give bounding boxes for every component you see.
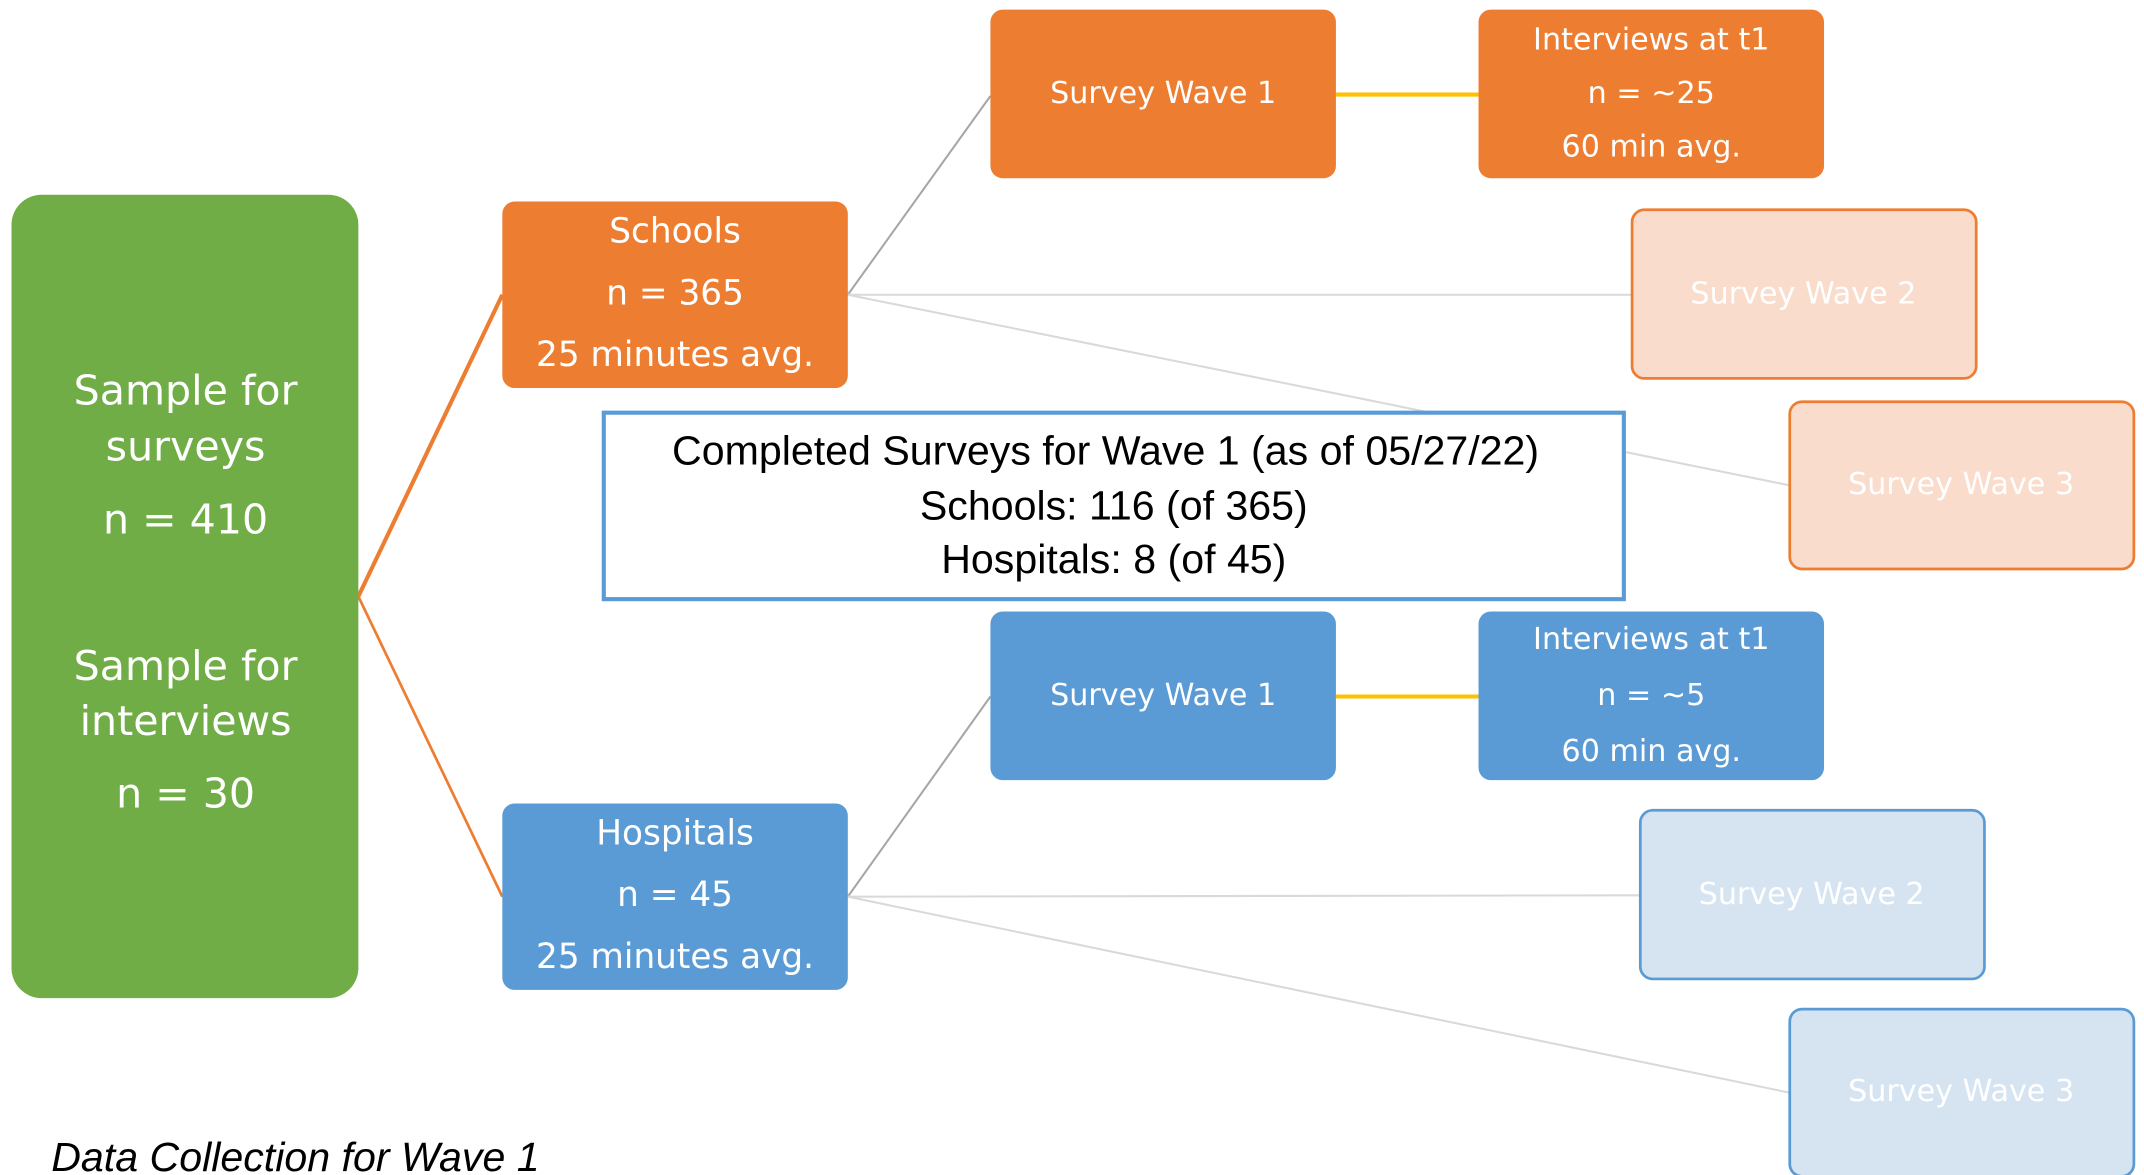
- node-label: n = 30: [116, 770, 255, 818]
- node-label: n = 365: [606, 273, 744, 313]
- hospitals-node: [502, 803, 848, 990]
- node-label: Schools: [609, 212, 741, 252]
- node-label: Survey Wave 3: [1848, 1074, 2074, 1109]
- node-label: Interviews at t1: [1533, 23, 1769, 58]
- connectors: [356, 92, 1790, 1094]
- node-label: 25 minutes avg.: [536, 937, 814, 977]
- summary-box: [601, 410, 1626, 602]
- connector: [847, 894, 1641, 898]
- interview-node: [1478, 611, 1825, 781]
- node-label: Survey Wave 1: [1050, 678, 1276, 713]
- node-label: Interviews at t1: [1533, 622, 1769, 657]
- node-label: n = 45: [617, 875, 733, 915]
- wave-node: [1788, 400, 2136, 571]
- node-label: Hospitals: [596, 813, 754, 853]
- caption: Data Collection for Wave 1: [51, 1134, 539, 1175]
- connector: [846, 695, 992, 898]
- node-label: surveys: [106, 423, 266, 471]
- connector: [847, 895, 1790, 1094]
- connector: [846, 95, 992, 296]
- node-label: Sample for: [74, 642, 298, 690]
- wave-node: [1788, 1007, 2136, 1175]
- node-label: n = 410: [103, 495, 268, 543]
- wave-node: [1630, 208, 1978, 380]
- connector: [356, 293, 505, 598]
- node-label: 25 minutes avg.: [536, 335, 814, 375]
- wave-node: [1638, 808, 1986, 981]
- summary-line: Completed Surveys for Wave 1 (as of 05/2…: [672, 428, 1539, 474]
- node-label: Sample for: [74, 366, 298, 414]
- node-label: 60 min avg.: [1562, 734, 1741, 769]
- node-label: Survey Wave 3: [1848, 467, 2074, 502]
- wave-node: [990, 611, 1336, 781]
- node-label: Survey Wave 2: [1690, 276, 1916, 311]
- connector: [847, 293, 1790, 487]
- node-label: Survey Wave 1: [1050, 76, 1276, 111]
- node-label: Survey Wave 2: [1699, 877, 1925, 912]
- schools-node: [502, 201, 848, 389]
- wave-node: [990, 9, 1336, 179]
- node-label: n = ~25: [1588, 76, 1715, 111]
- node-label: 60 min avg.: [1562, 130, 1741, 165]
- sample-node: [11, 194, 359, 999]
- summary-line: Schools: 116 (of 365): [920, 483, 1308, 529]
- node-label: interviews: [80, 697, 292, 745]
- summary-line: Hospitals: 8 (of 45): [941, 536, 1286, 582]
- connector: [357, 595, 504, 898]
- node-label: n = ~5: [1597, 678, 1705, 713]
- interview-node: [1478, 9, 1825, 179]
